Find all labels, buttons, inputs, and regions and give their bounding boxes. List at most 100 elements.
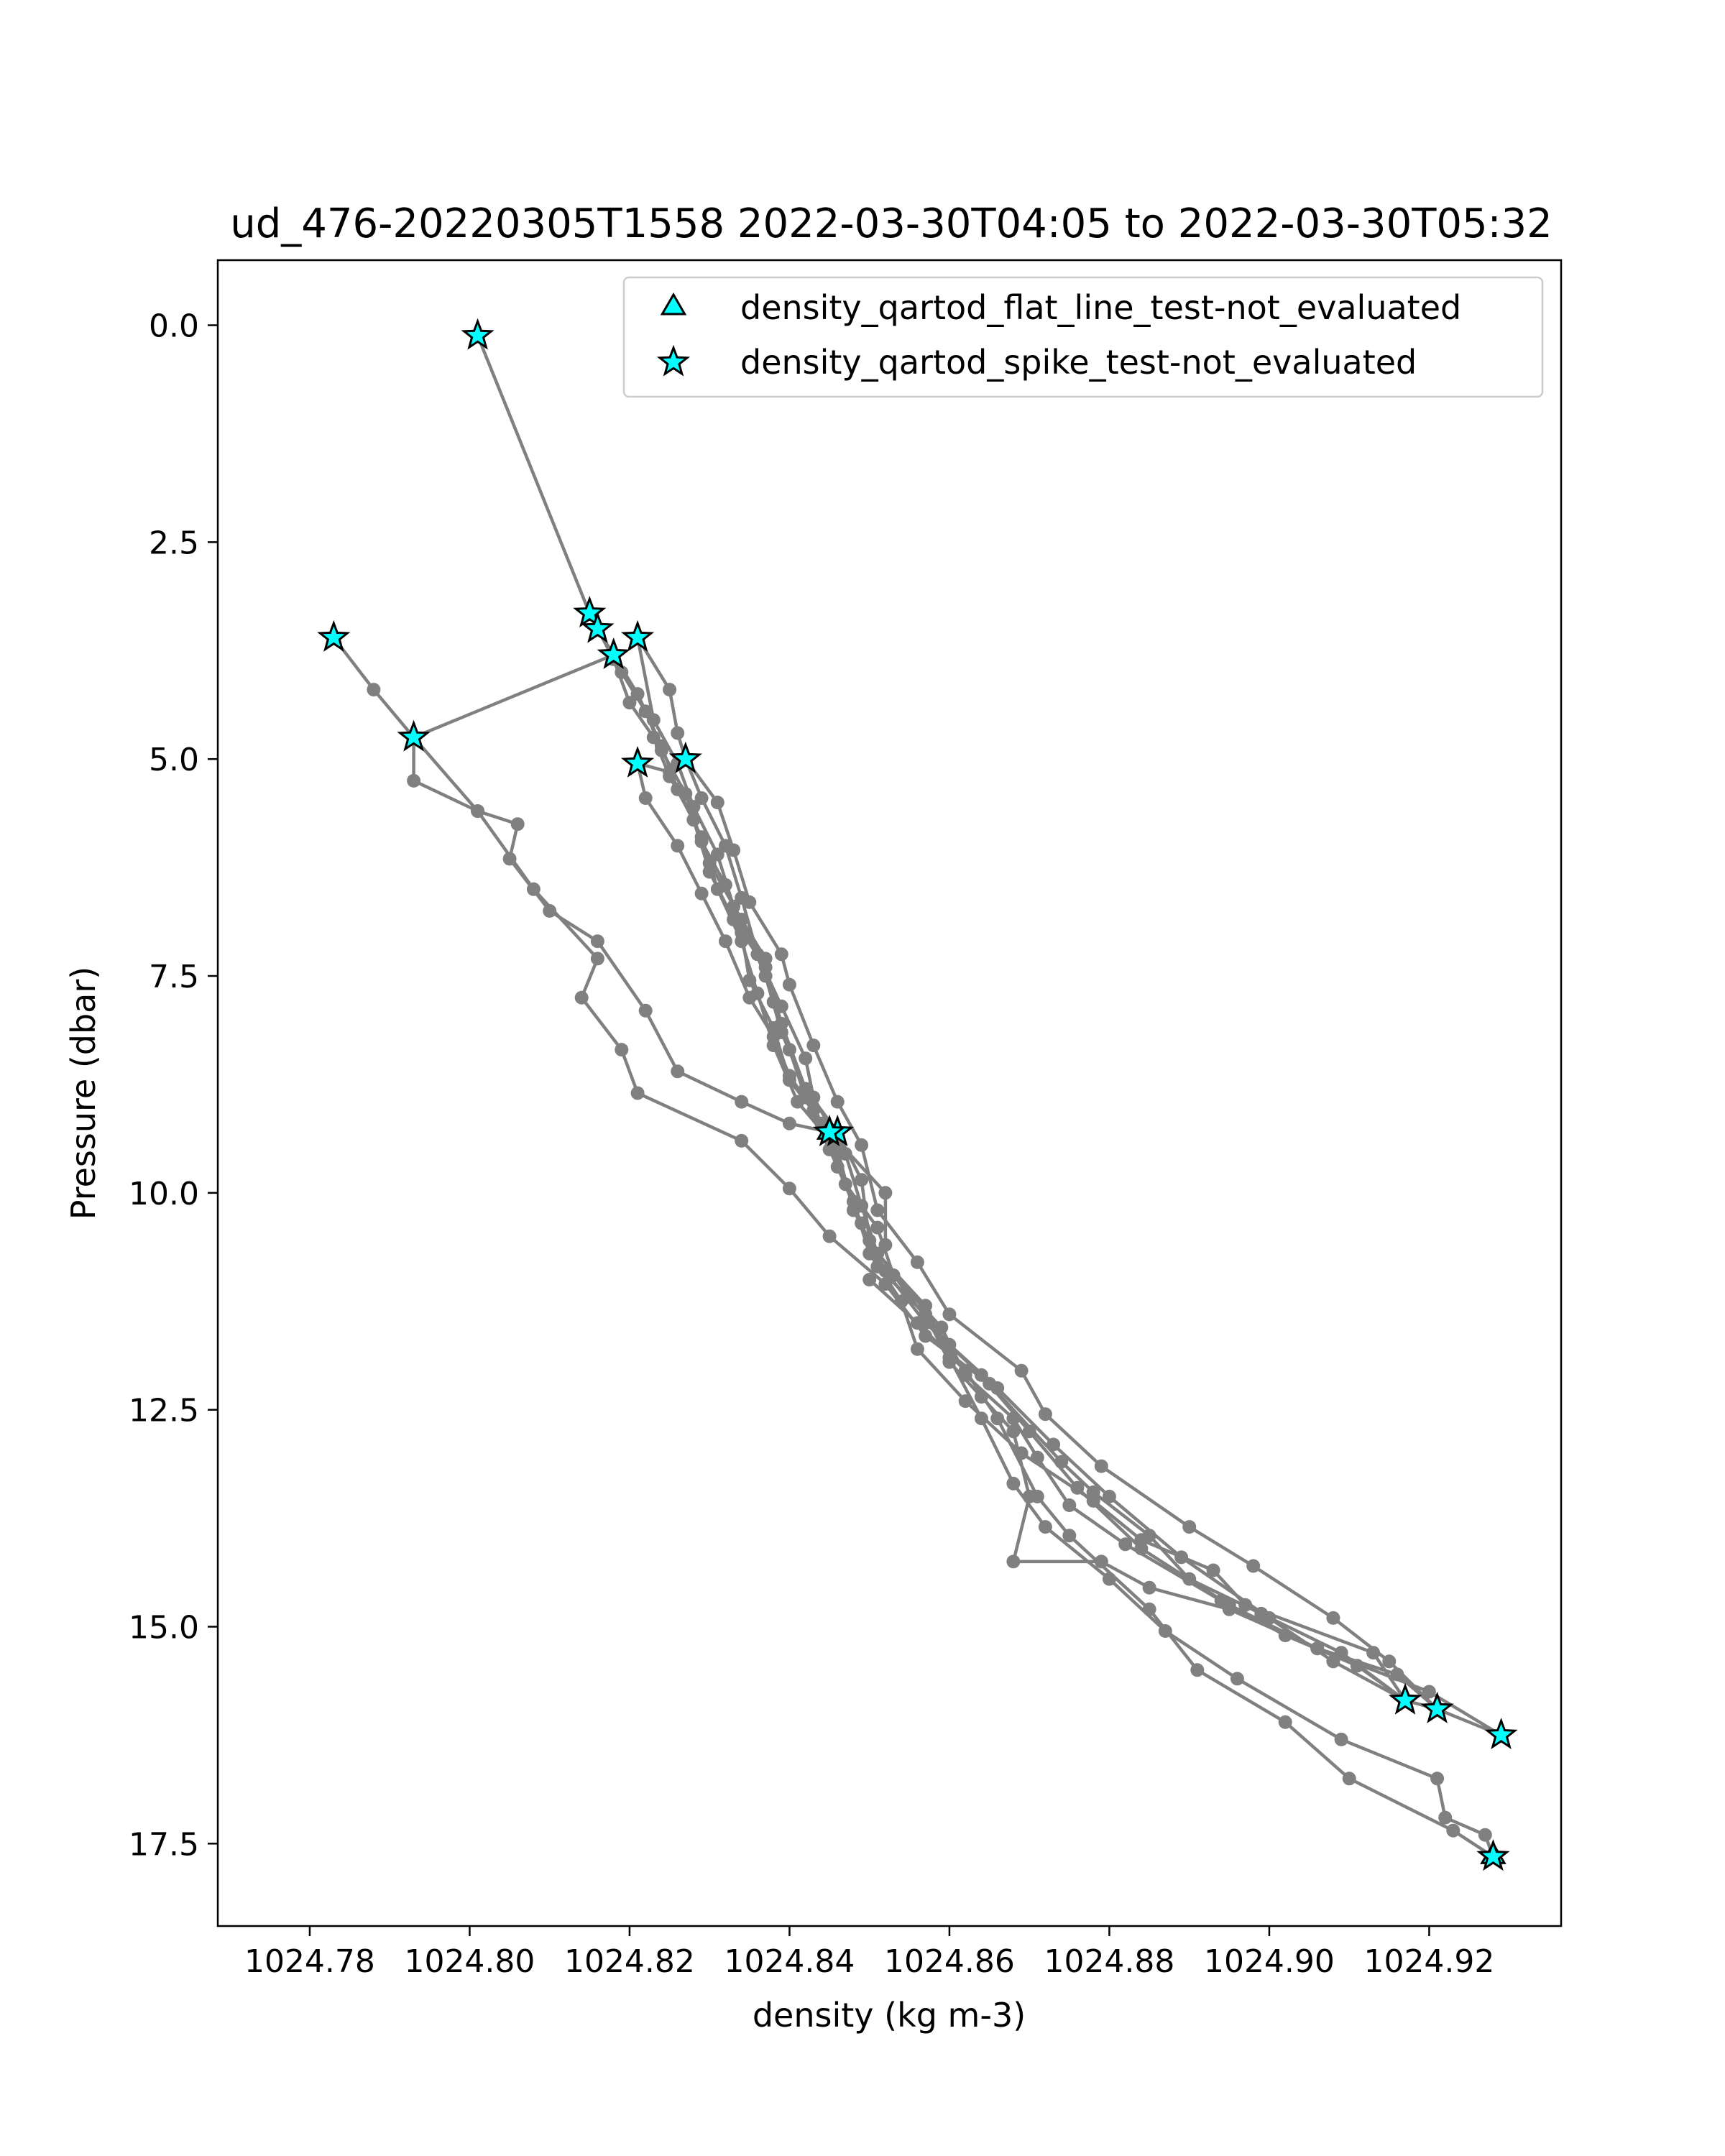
spike-flag-marker [620,619,655,652]
spike-flag-marker [1420,1691,1454,1723]
trace-point [407,773,421,788]
trace-point [1038,1407,1052,1422]
trace-point [782,1181,796,1196]
trace-point [638,791,653,805]
trace-point [1062,1529,1077,1543]
trace-point [1446,1823,1460,1838]
trace-point [1062,1498,1077,1512]
trace-line-10 [412,735,1407,1703]
legend-star-marker [656,344,691,377]
trace-point [870,1246,885,1261]
trace-point [1006,1476,1021,1491]
y-tick-label: 15.0 [129,1609,199,1646]
trace-line-9 [412,653,615,740]
trace-point [1278,1715,1292,1729]
trace-point [1142,1580,1156,1595]
trace-point [1182,1572,1197,1586]
x-tick-label: 1024.90 [1204,1943,1335,1980]
spike-flag-marker [1476,1839,1510,1871]
trace-point [471,804,485,819]
trace-point [718,839,732,853]
trace-point [615,1043,629,1057]
trace-point [622,696,637,710]
trace-point [774,999,788,1013]
trace-point [1038,1520,1052,1534]
x-tick-label: 1024.84 [724,1943,855,1980]
trace-point [543,904,557,918]
spike-flag-marker [581,611,615,643]
trace-point [878,1277,893,1291]
trace-point [838,1147,852,1161]
trace-point [367,683,381,697]
trace-point [806,1103,821,1118]
trace-point [1094,1459,1108,1473]
y-tick-label: 17.5 [129,1826,199,1863]
trace-point [1206,1563,1220,1577]
trace-point [774,1016,788,1031]
legend-box [622,276,1544,398]
trace-point [919,1299,933,1313]
trace-point [1190,1663,1205,1677]
x-tick-label: 1024.86 [884,1943,1015,1980]
trace-point [638,704,653,719]
trace-point [1006,1554,1021,1569]
trace-point [855,1173,869,1187]
trace-point [646,713,661,727]
trace-point [910,1255,924,1269]
trace-point [983,1376,997,1391]
trace-point [694,886,709,900]
trace-point [702,865,717,879]
trace-point [654,743,668,757]
trace-point [1118,1537,1133,1552]
trace-point [942,1350,957,1365]
trace-point [855,1199,869,1213]
trace-point [774,947,788,962]
trace-point [663,683,677,697]
trace-point [526,882,540,896]
trace-point [1366,1646,1381,1660]
trace-point [782,1116,796,1130]
trace-point [782,1069,796,1083]
trace-point [990,1411,1005,1426]
trace-point [686,813,701,827]
spike-flag-marker [597,637,630,669]
trace-point [1030,1489,1044,1503]
trace-line-6 [635,761,1439,1711]
trace-point [855,1138,869,1152]
trace-point [1390,1667,1404,1682]
trace-point [974,1411,988,1426]
trace-point [750,947,765,962]
trace-line-12 [684,757,1495,1858]
trace-point [735,1095,749,1109]
x-tick-label: 1024.78 [244,1943,375,1980]
y-tick-label: 10.0 [129,1176,199,1212]
trace-point [1422,1685,1436,1699]
chart-title: ud_476-20220305T1558 2022-03-30T04:05 to… [230,201,1552,247]
trace-point [590,934,604,949]
y-tick-label: 5.0 [149,742,199,778]
spike-flag-marker [573,596,607,628]
trace-point [735,1133,749,1148]
trace-point [727,913,741,926]
y-axis: 0.0 2.5 5.0 7.5 10.0 12.5 15.0 17.5 [129,308,218,1863]
trace-point [878,1186,893,1200]
trace-point [1022,1424,1036,1439]
trace-point [942,1307,957,1322]
trace-point [1102,1572,1116,1586]
trace-point [910,1316,924,1330]
spike-flag-marker [620,745,655,778]
trace-point [718,934,732,949]
trace-point [870,1203,885,1217]
x-axis: 1024.78 1024.80 1024.82 1024.84 1024.86 1024.… [244,1926,1494,1980]
trace-point [1182,1520,1197,1534]
trace-point [510,817,525,831]
trace-point [806,1090,821,1105]
trace-point [1158,1624,1172,1638]
trace-point [671,839,685,853]
spike-flag-marker [317,619,351,652]
flag-marker-layer [317,318,1518,1871]
trace-point [1094,1554,1108,1569]
trace-point [1334,1732,1348,1746]
trace-point [1222,1602,1236,1616]
legend-triangle-marker [660,292,687,315]
